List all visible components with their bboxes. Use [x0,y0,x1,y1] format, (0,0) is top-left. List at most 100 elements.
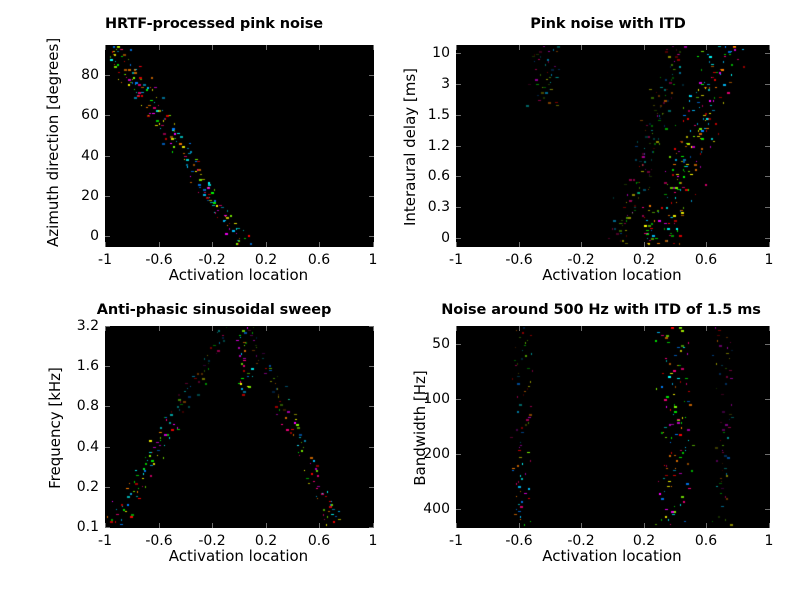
x-tick-label: -0.6 [505,252,533,268]
x-tick-mark [212,326,213,331]
y-tick-mark [105,487,110,488]
x-tick-label: 0.6 [307,252,331,268]
x-tick-mark [456,326,457,331]
x-tick-label: 1 [764,533,774,549]
x-tick-mark [266,523,267,528]
y-tick-mark [369,487,374,488]
x-tick-mark [159,45,160,50]
subplot-noise-500hz-itd: Noise around 500 Hz with ITD of 1.5 ms 5… [408,300,788,580]
x-tick-label: 0.2 [632,533,656,549]
y-tick-label: 1.2 [427,138,450,154]
y-tick-mark [456,509,461,510]
x-tick-label: -0.2 [567,252,595,268]
y-tick-mark [765,344,770,345]
x-tick-mark [706,523,707,528]
y-tick-label: 0.4 [76,439,99,455]
y-tick-mark [456,454,461,455]
x-tick-mark [769,326,770,331]
y-axis-title: Bandwidth [Hz] [411,370,429,486]
x-tick-mark [581,523,582,528]
y-tick-mark [765,454,770,455]
y-tick-label: 3 [441,76,450,92]
x-tick-label: -1 [449,252,463,268]
y-tick-mark [105,196,110,197]
y-tick-mark [456,207,461,208]
x-tick-label: -1 [98,533,112,549]
x-tick-mark [519,45,520,50]
y-tick-mark [369,75,374,76]
x-tick-label: 0.6 [694,252,718,268]
subplot-hrtf-pink-noise: HRTF-processed pink noise 0 20 40 60 80 -1 -0… [20,14,390,286]
y-tick-mark [105,115,110,116]
y-tick-mark [105,236,110,237]
x-tick-mark [373,45,374,50]
y-tick-mark [456,238,461,239]
y-tick-label: 1.6 [76,358,99,374]
y-tick-mark [765,176,770,177]
y-tick-mark [105,406,110,407]
x-tick-mark [105,326,106,331]
x-tick-mark [319,523,320,528]
x-tick-label: -0.6 [505,533,533,549]
x-tick-label: 0.2 [632,252,656,268]
x-tick-mark [456,45,457,50]
x-tick-mark [581,326,582,331]
y-tick-mark [105,366,110,367]
y-tick-mark [369,527,374,528]
scatter-canvas [106,46,373,246]
y-tick-label: 3.2 [76,318,99,334]
x-tick-label: 0.6 [307,533,331,549]
y-tick-label: 100 [423,391,450,407]
x-tick-mark [519,242,520,247]
x-axis-title: Activation location [168,266,309,284]
x-tick-label: -1 [98,252,112,268]
plot-area-hrtf [105,45,374,247]
subplot-title: HRTF-processed pink noise [104,16,324,32]
y-tick-mark [369,156,374,157]
x-tick-mark [581,45,582,50]
y-tick-label: 40 [81,148,99,164]
x-tick-mark [581,242,582,247]
x-tick-mark [456,242,457,247]
y-tick-mark [105,527,110,528]
x-tick-label: -0.2 [198,533,226,549]
x-tick-mark [105,242,106,247]
y-tick-mark [369,366,374,367]
x-tick-mark [266,45,267,50]
x-tick-mark [212,242,213,247]
y-tick-mark [369,326,374,327]
y-tick-mark [765,84,770,85]
y-tick-mark [765,509,770,510]
y-tick-mark [456,84,461,85]
x-axis-title: Activation location [168,547,309,565]
y-tick-mark [105,75,110,76]
y-tick-mark [765,207,770,208]
x-tick-label: 0.2 [254,252,278,268]
x-axis-title: Activation location [542,547,682,565]
x-tick-mark [266,242,267,247]
y-tick-label: 10 [432,45,450,61]
x-tick-mark [706,45,707,50]
x-tick-mark [519,326,520,331]
x-tick-mark [769,45,770,50]
x-tick-mark [319,45,320,50]
x-tick-mark [373,523,374,528]
y-tick-mark [105,326,110,327]
y-tick-mark [765,53,770,54]
y-tick-mark [456,176,461,177]
y-tick-label: 80 [81,67,99,83]
x-tick-mark [105,45,106,50]
x-tick-label: 0.6 [694,533,718,549]
x-tick-mark [373,242,374,247]
y-tick-mark [456,344,461,345]
x-tick-mark [644,326,645,331]
x-tick-mark [373,326,374,331]
x-tick-mark [159,242,160,247]
x-tick-mark [212,523,213,528]
y-tick-mark [369,115,374,116]
y-tick-label: 0.2 [76,479,99,495]
subplot-title: Noise around 500 Hz with ITD of 1.5 ms [441,302,761,318]
x-tick-mark [644,523,645,528]
x-tick-label: 1 [368,252,378,268]
y-tick-label: 0.3 [427,199,450,215]
